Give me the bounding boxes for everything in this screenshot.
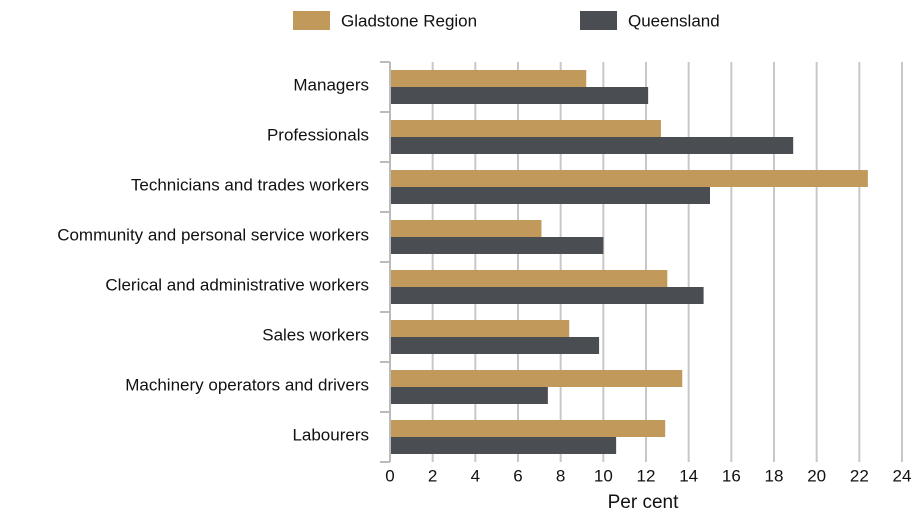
y-tick-label: Technicians and trades workers (131, 175, 369, 194)
bar (390, 437, 617, 454)
bar (390, 387, 548, 404)
x-tick-label: 16 (722, 466, 741, 485)
y-tick-label: Professionals (267, 125, 369, 144)
legend-label: Gladstone Region (341, 11, 477, 30)
bar (390, 170, 868, 187)
bar (390, 220, 542, 237)
x-tick-label: 18 (765, 466, 784, 485)
y-tick-label: Community and personal service workers (57, 225, 369, 244)
bar (390, 287, 704, 304)
x-tick-label: 8 (556, 466, 565, 485)
bar (390, 70, 587, 87)
bar (390, 237, 604, 254)
x-tick-label: 20 (807, 466, 826, 485)
y-tick-label: Labourers (292, 425, 369, 444)
legend-label: Queensland (628, 11, 720, 30)
bar (390, 120, 661, 137)
x-axis-label: Per cent (608, 492, 679, 513)
legend-swatch (293, 11, 330, 30)
x-tick-label: 10 (594, 466, 613, 485)
x-tick-label: 6 (513, 466, 522, 485)
x-tick-label: 2 (428, 466, 437, 485)
y-tick-label: Clerical and administrative workers (105, 275, 369, 294)
bar (390, 87, 649, 104)
bar (390, 187, 710, 204)
bar (390, 320, 570, 337)
legend-swatch (580, 11, 617, 30)
bar (390, 270, 668, 287)
bar (390, 137, 794, 154)
bar (390, 420, 666, 437)
x-tick-label: 4 (471, 466, 480, 485)
x-tick-label: 12 (637, 466, 656, 485)
bar (390, 370, 683, 387)
y-tick-label: Sales workers (262, 325, 369, 344)
y-tick-label: Managers (293, 75, 369, 94)
x-tick-label: 24 (893, 466, 912, 485)
x-tick-label: 14 (679, 466, 698, 485)
bar (390, 337, 600, 354)
x-tick-label: 0 (385, 466, 394, 485)
x-tick-label: 22 (850, 466, 869, 485)
y-tick-label: Machinery operators and drivers (125, 375, 369, 394)
